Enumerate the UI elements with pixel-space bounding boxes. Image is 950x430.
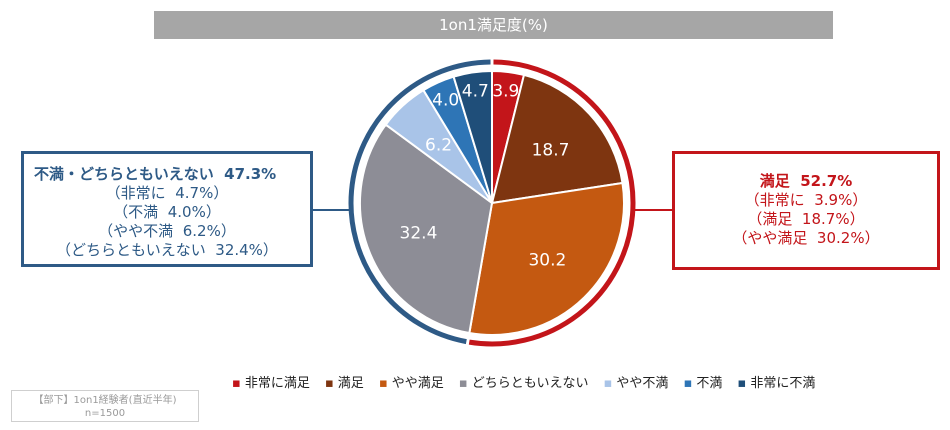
- chart-title: 1on1満足度(%): [154, 11, 833, 39]
- pie-slice-3: [468, 181, 625, 336]
- group-ring-satisfied: [468, 59, 636, 347]
- legend-label: 満足: [337, 376, 364, 391]
- legend-label: 非常に不満: [750, 376, 816, 391]
- legend-item-very-unsatisfied: ▪ 非常に不満: [738, 372, 816, 391]
- legend-item-satisfied: ▪ 満足: [325, 372, 364, 391]
- unsatisfied-total: 不満・どちらともいえない 47.3%: [34, 165, 277, 183]
- legend-label: やや満足: [391, 376, 444, 391]
- pie-slice-7: [452, 69, 493, 204]
- pie-slices: [359, 69, 625, 336]
- unsatisfied-somewhat: （やや不満 6.2%）: [98, 222, 236, 240]
- legend-marker: ▪: [378, 376, 388, 391]
- satisfied-callout: 満足 52.7% （非常に 3.9%） （満足 18.7%） （やや満足 30.…: [672, 151, 940, 270]
- legend-marker: ▪: [737, 376, 747, 391]
- pie-slice-2: [490, 73, 624, 205]
- slice-value-label-7: 4.7: [462, 82, 489, 102]
- legend-label: どちらともいえない: [471, 376, 589, 391]
- slice-value-label-6: 4.0: [432, 90, 459, 110]
- legend-label: やや不満: [616, 376, 669, 391]
- sample-description: 【部下】1on1経験者(直近半年): [33, 395, 177, 406]
- neutral-share: （どちらともいえない 32.4%）: [56, 241, 278, 259]
- legend-marker: ▪: [683, 376, 693, 391]
- satisfied-normal: （満足 18.7%）: [747, 210, 865, 228]
- satisfied-very: （非常に 3.9%）: [744, 191, 868, 209]
- legend-marker: ▪: [458, 376, 468, 391]
- legend-item-unsatisfied: ▪ 不満: [684, 372, 723, 391]
- chart-legend: ▪ 非常に満足 ▪ 満足 ▪ やや満足 ▪ どちらともいえない ▪ やや不満 ▪ 不満 ▪ 非…: [232, 372, 826, 391]
- legend-label: 不満: [696, 376, 723, 391]
- legend-item-somewhat-satisfied: ▪ やや満足: [379, 372, 444, 391]
- legend-item-very-satisfied: ▪ 非常に満足: [232, 372, 310, 391]
- legend-label: 非常に満足: [244, 376, 310, 391]
- legend-marker: ▪: [232, 376, 241, 391]
- pie-value-labels: 3.9 18.7 30.2 32.4 6.2 4.0 4.7: [400, 81, 570, 270]
- unsatisfied-very: （非常に 4.7%）: [105, 184, 229, 202]
- legend-item-neutral: ▪ どちらともいえない: [459, 372, 589, 391]
- slice-value-label-4: 32.4: [400, 223, 438, 243]
- legend-marker: ▪: [324, 376, 334, 391]
- slice-value-label-3: 30.2: [528, 251, 566, 271]
- sample-note: 【部下】1on1経験者(直近半年) n=1500: [11, 390, 199, 422]
- legend-marker: ▪: [603, 376, 613, 391]
- satisfied-total: 満足 52.7%: [759, 172, 853, 190]
- pie-slice-4: [359, 123, 494, 335]
- slice-value-label-1: 3.9: [492, 81, 519, 101]
- group-ring-unsatisfied: [348, 59, 491, 345]
- unsatisfied-normal: （不満 4.0%）: [113, 203, 221, 221]
- satisfied-somewhat: （やや満足 30.2%）: [732, 229, 880, 247]
- unsatisfied-callout: 不満・どちらともいえない 47.3% （非常に 4.7%） （不満 4.0%） …: [21, 151, 313, 267]
- slice-value-label-5: 6.2: [425, 136, 452, 156]
- legend-item-somewhat-unsatisfied: ▪ やや不満: [604, 372, 669, 391]
- sample-size: n=1500: [84, 408, 126, 419]
- group-rings: [348, 59, 636, 347]
- slice-value-label-2: 18.7: [532, 141, 570, 161]
